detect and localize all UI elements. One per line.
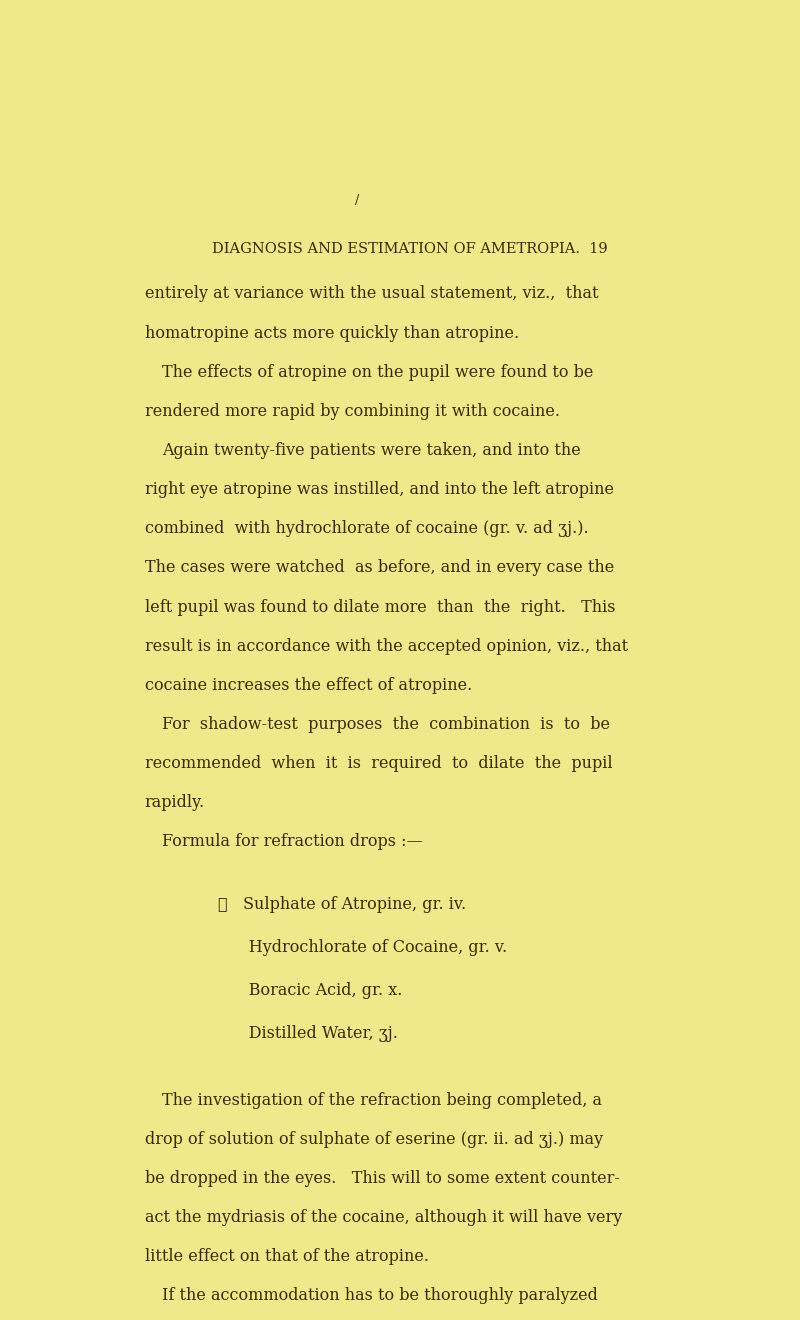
Text: cocaine increases the effect of atropine.: cocaine increases the effect of atropine…	[145, 677, 472, 694]
Text: act the mydriasis of the cocaine, although it will have very: act the mydriasis of the cocaine, althou…	[145, 1209, 622, 1226]
Text: result is in accordance with the accepted opinion, viz., that: result is in accordance with the accepte…	[145, 638, 628, 655]
Text: homatropine acts more quickly than atropine.: homatropine acts more quickly than atrop…	[145, 325, 518, 342]
Text: left pupil was found to dilate more  than  the  right.   This: left pupil was found to dilate more than…	[145, 598, 615, 615]
Text: /: /	[355, 194, 359, 207]
Text: The investigation of the refraction being completed, a: The investigation of the refraction bein…	[162, 1092, 602, 1109]
Text: Again twenty-five patients were taken, and into the: Again twenty-five patients were taken, a…	[162, 442, 581, 459]
Text: right eye atropine was instilled, and into the left atropine: right eye atropine was instilled, and in…	[145, 480, 614, 498]
Text: little effect on that of the atropine.: little effect on that of the atropine.	[145, 1249, 429, 1265]
Text: be dropped in the eyes.   This will to some extent counter-: be dropped in the eyes. This will to som…	[145, 1170, 619, 1187]
Text: For  shadow-test  purposes  the  combination  is  to  be: For shadow-test purposes the combination…	[162, 715, 610, 733]
Text: ℞   Sulphate of Atropine, gr. iv.: ℞ Sulphate of Atropine, gr. iv.	[218, 896, 466, 913]
Text: drop of solution of sulphate of eserine (gr. ii. ad ʒj.) may: drop of solution of sulphate of eserine …	[145, 1131, 602, 1147]
Text: If the accommodation has to be thoroughly paralyzed: If the accommodation has to be thoroughl…	[162, 1287, 598, 1304]
Text: rapidly.: rapidly.	[145, 795, 205, 812]
Text: Distilled Water, ʒj.: Distilled Water, ʒj.	[218, 1026, 398, 1041]
Text: entirely at variance with the usual statement, viz.,  that: entirely at variance with the usual stat…	[145, 285, 598, 302]
Text: combined  with hydrochlorate of cocaine (gr. v. ad ʒj.).: combined with hydrochlorate of cocaine (…	[145, 520, 588, 537]
Text: recommended  when  it  is  required  to  dilate  the  pupil: recommended when it is required to dilat…	[145, 755, 612, 772]
Text: Boracic Acid, gr. x.: Boracic Acid, gr. x.	[218, 982, 402, 999]
Text: rendered more rapid by combining it with cocaine.: rendered more rapid by combining it with…	[145, 403, 560, 420]
Text: Formula for refraction drops :—: Formula for refraction drops :—	[162, 833, 422, 850]
Text: DIAGNOSIS AND ESTIMATION OF AMETROPIA.  19: DIAGNOSIS AND ESTIMATION OF AMETROPIA. 1…	[212, 242, 608, 256]
Text: Hydrochlorate of Cocaine, gr. v.: Hydrochlorate of Cocaine, gr. v.	[218, 939, 507, 956]
Text: The cases were watched  as before, and in every case the: The cases were watched as before, and in…	[145, 560, 614, 577]
Text: The effects of atropine on the pupil were found to be: The effects of atropine on the pupil wer…	[162, 364, 594, 380]
